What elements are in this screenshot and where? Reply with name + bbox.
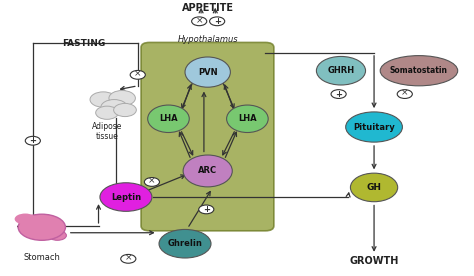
Ellipse shape bbox=[15, 214, 36, 224]
Circle shape bbox=[96, 106, 118, 119]
Ellipse shape bbox=[227, 105, 268, 132]
Text: Leptin: Leptin bbox=[111, 193, 141, 201]
FancyBboxPatch shape bbox=[141, 43, 274, 231]
Text: ×: × bbox=[148, 177, 155, 186]
Circle shape bbox=[191, 17, 207, 26]
Text: FASTING: FASTING bbox=[62, 39, 105, 48]
Text: LHA: LHA bbox=[159, 114, 178, 123]
Text: ARC: ARC bbox=[198, 166, 217, 176]
Text: +: + bbox=[29, 136, 36, 145]
Circle shape bbox=[130, 70, 146, 79]
Ellipse shape bbox=[317, 56, 365, 85]
Circle shape bbox=[101, 100, 128, 115]
Circle shape bbox=[210, 17, 225, 26]
Ellipse shape bbox=[183, 155, 232, 187]
Text: Pituitary: Pituitary bbox=[353, 123, 395, 132]
Ellipse shape bbox=[350, 173, 398, 202]
Ellipse shape bbox=[185, 57, 230, 87]
Circle shape bbox=[397, 90, 412, 99]
Ellipse shape bbox=[48, 231, 66, 240]
Text: LHA: LHA bbox=[238, 114, 257, 123]
Text: ×: × bbox=[195, 16, 203, 25]
Text: Somatostatin: Somatostatin bbox=[390, 66, 448, 75]
Ellipse shape bbox=[159, 229, 211, 258]
Text: GROWTH: GROWTH bbox=[349, 256, 399, 266]
Circle shape bbox=[331, 90, 346, 99]
Text: APPETITE: APPETITE bbox=[182, 3, 234, 14]
Ellipse shape bbox=[18, 214, 65, 240]
Circle shape bbox=[90, 92, 117, 107]
Circle shape bbox=[25, 136, 40, 145]
Text: +: + bbox=[214, 17, 221, 26]
Text: PVN: PVN bbox=[198, 68, 218, 77]
Text: +: + bbox=[203, 205, 210, 214]
Circle shape bbox=[145, 177, 159, 186]
Text: GHRH: GHRH bbox=[328, 66, 355, 75]
Text: ×: × bbox=[401, 89, 409, 98]
Text: ×: × bbox=[125, 253, 132, 262]
Text: +: + bbox=[335, 90, 342, 99]
Circle shape bbox=[121, 254, 136, 263]
Ellipse shape bbox=[346, 112, 402, 142]
Circle shape bbox=[199, 205, 214, 214]
Text: ×: × bbox=[134, 70, 142, 78]
Text: Adipose
tissue: Adipose tissue bbox=[92, 122, 122, 142]
Circle shape bbox=[114, 104, 137, 116]
Text: GH: GH bbox=[366, 183, 382, 192]
Text: Stomach: Stomach bbox=[23, 253, 60, 262]
Text: Hypothalamus: Hypothalamus bbox=[177, 35, 238, 44]
Ellipse shape bbox=[148, 105, 189, 132]
Circle shape bbox=[109, 91, 136, 106]
Text: Ghrelin: Ghrelin bbox=[168, 239, 202, 248]
Ellipse shape bbox=[100, 183, 152, 211]
Ellipse shape bbox=[380, 56, 458, 86]
